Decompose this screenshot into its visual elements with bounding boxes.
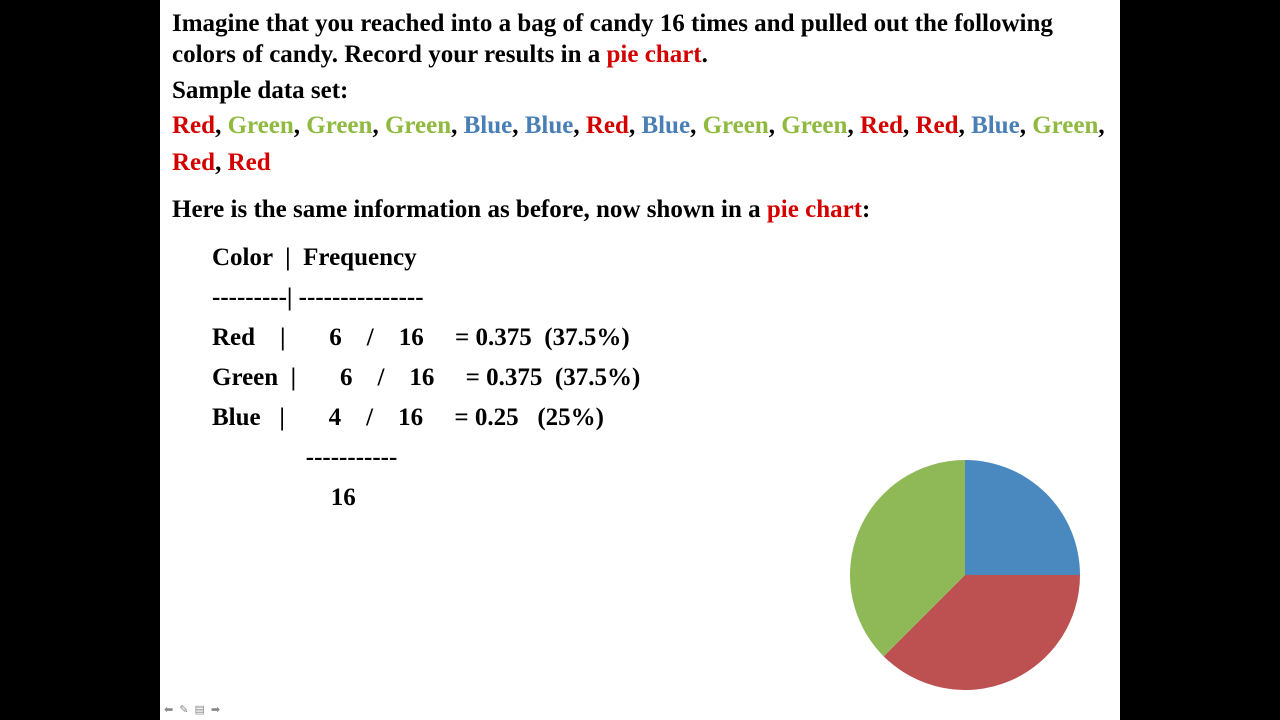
- slide: Imagine that you reached into a bag of c…: [160, 0, 1120, 720]
- intro-text: Imagine that you reached into a bag of c…: [172, 8, 1108, 71]
- sample-word: Red: [586, 112, 629, 139]
- sample-word: Green: [306, 112, 372, 139]
- sample-word: Red: [172, 149, 215, 176]
- sample-word: Blue: [525, 112, 574, 139]
- sample-word: Blue: [641, 112, 690, 139]
- sample-word: Red: [916, 112, 959, 139]
- pen-icon[interactable]: ✎: [179, 703, 188, 716]
- intro-highlight: pie chart: [607, 41, 702, 68]
- sample-label: Sample data set:: [172, 77, 1108, 105]
- prev-icon[interactable]: ⬅: [164, 703, 173, 716]
- sample-sequence: Red, Green, Green, Green, Blue, Blue, Re…: [172, 107, 1108, 182]
- pie-chart: [850, 460, 1080, 690]
- info-part2: :: [862, 196, 870, 223]
- next-icon[interactable]: ➡: [211, 703, 220, 716]
- info-highlight: pie chart: [767, 196, 862, 223]
- info-line: Here is the same information as before, …: [172, 196, 1108, 224]
- sample-word: Red: [860, 112, 903, 139]
- sample-word: Blue: [464, 112, 513, 139]
- sample-word: Red: [228, 149, 271, 176]
- sample-word: Green: [781, 112, 847, 139]
- sample-word: Red: [172, 112, 215, 139]
- info-part1: Here is the same information as before, …: [172, 196, 767, 223]
- sample-word: Green: [385, 112, 451, 139]
- menu-icon[interactable]: ▤: [194, 703, 204, 716]
- pie-slice-blue: [965, 460, 1080, 575]
- sample-word: Green: [1032, 112, 1098, 139]
- sample-word: Blue: [971, 112, 1020, 139]
- slide-toolbar: ⬅ ✎ ▤ ➡: [164, 703, 220, 716]
- intro-part2: .: [702, 41, 708, 68]
- sample-word: Green: [703, 112, 769, 139]
- sample-word: Green: [228, 112, 294, 139]
